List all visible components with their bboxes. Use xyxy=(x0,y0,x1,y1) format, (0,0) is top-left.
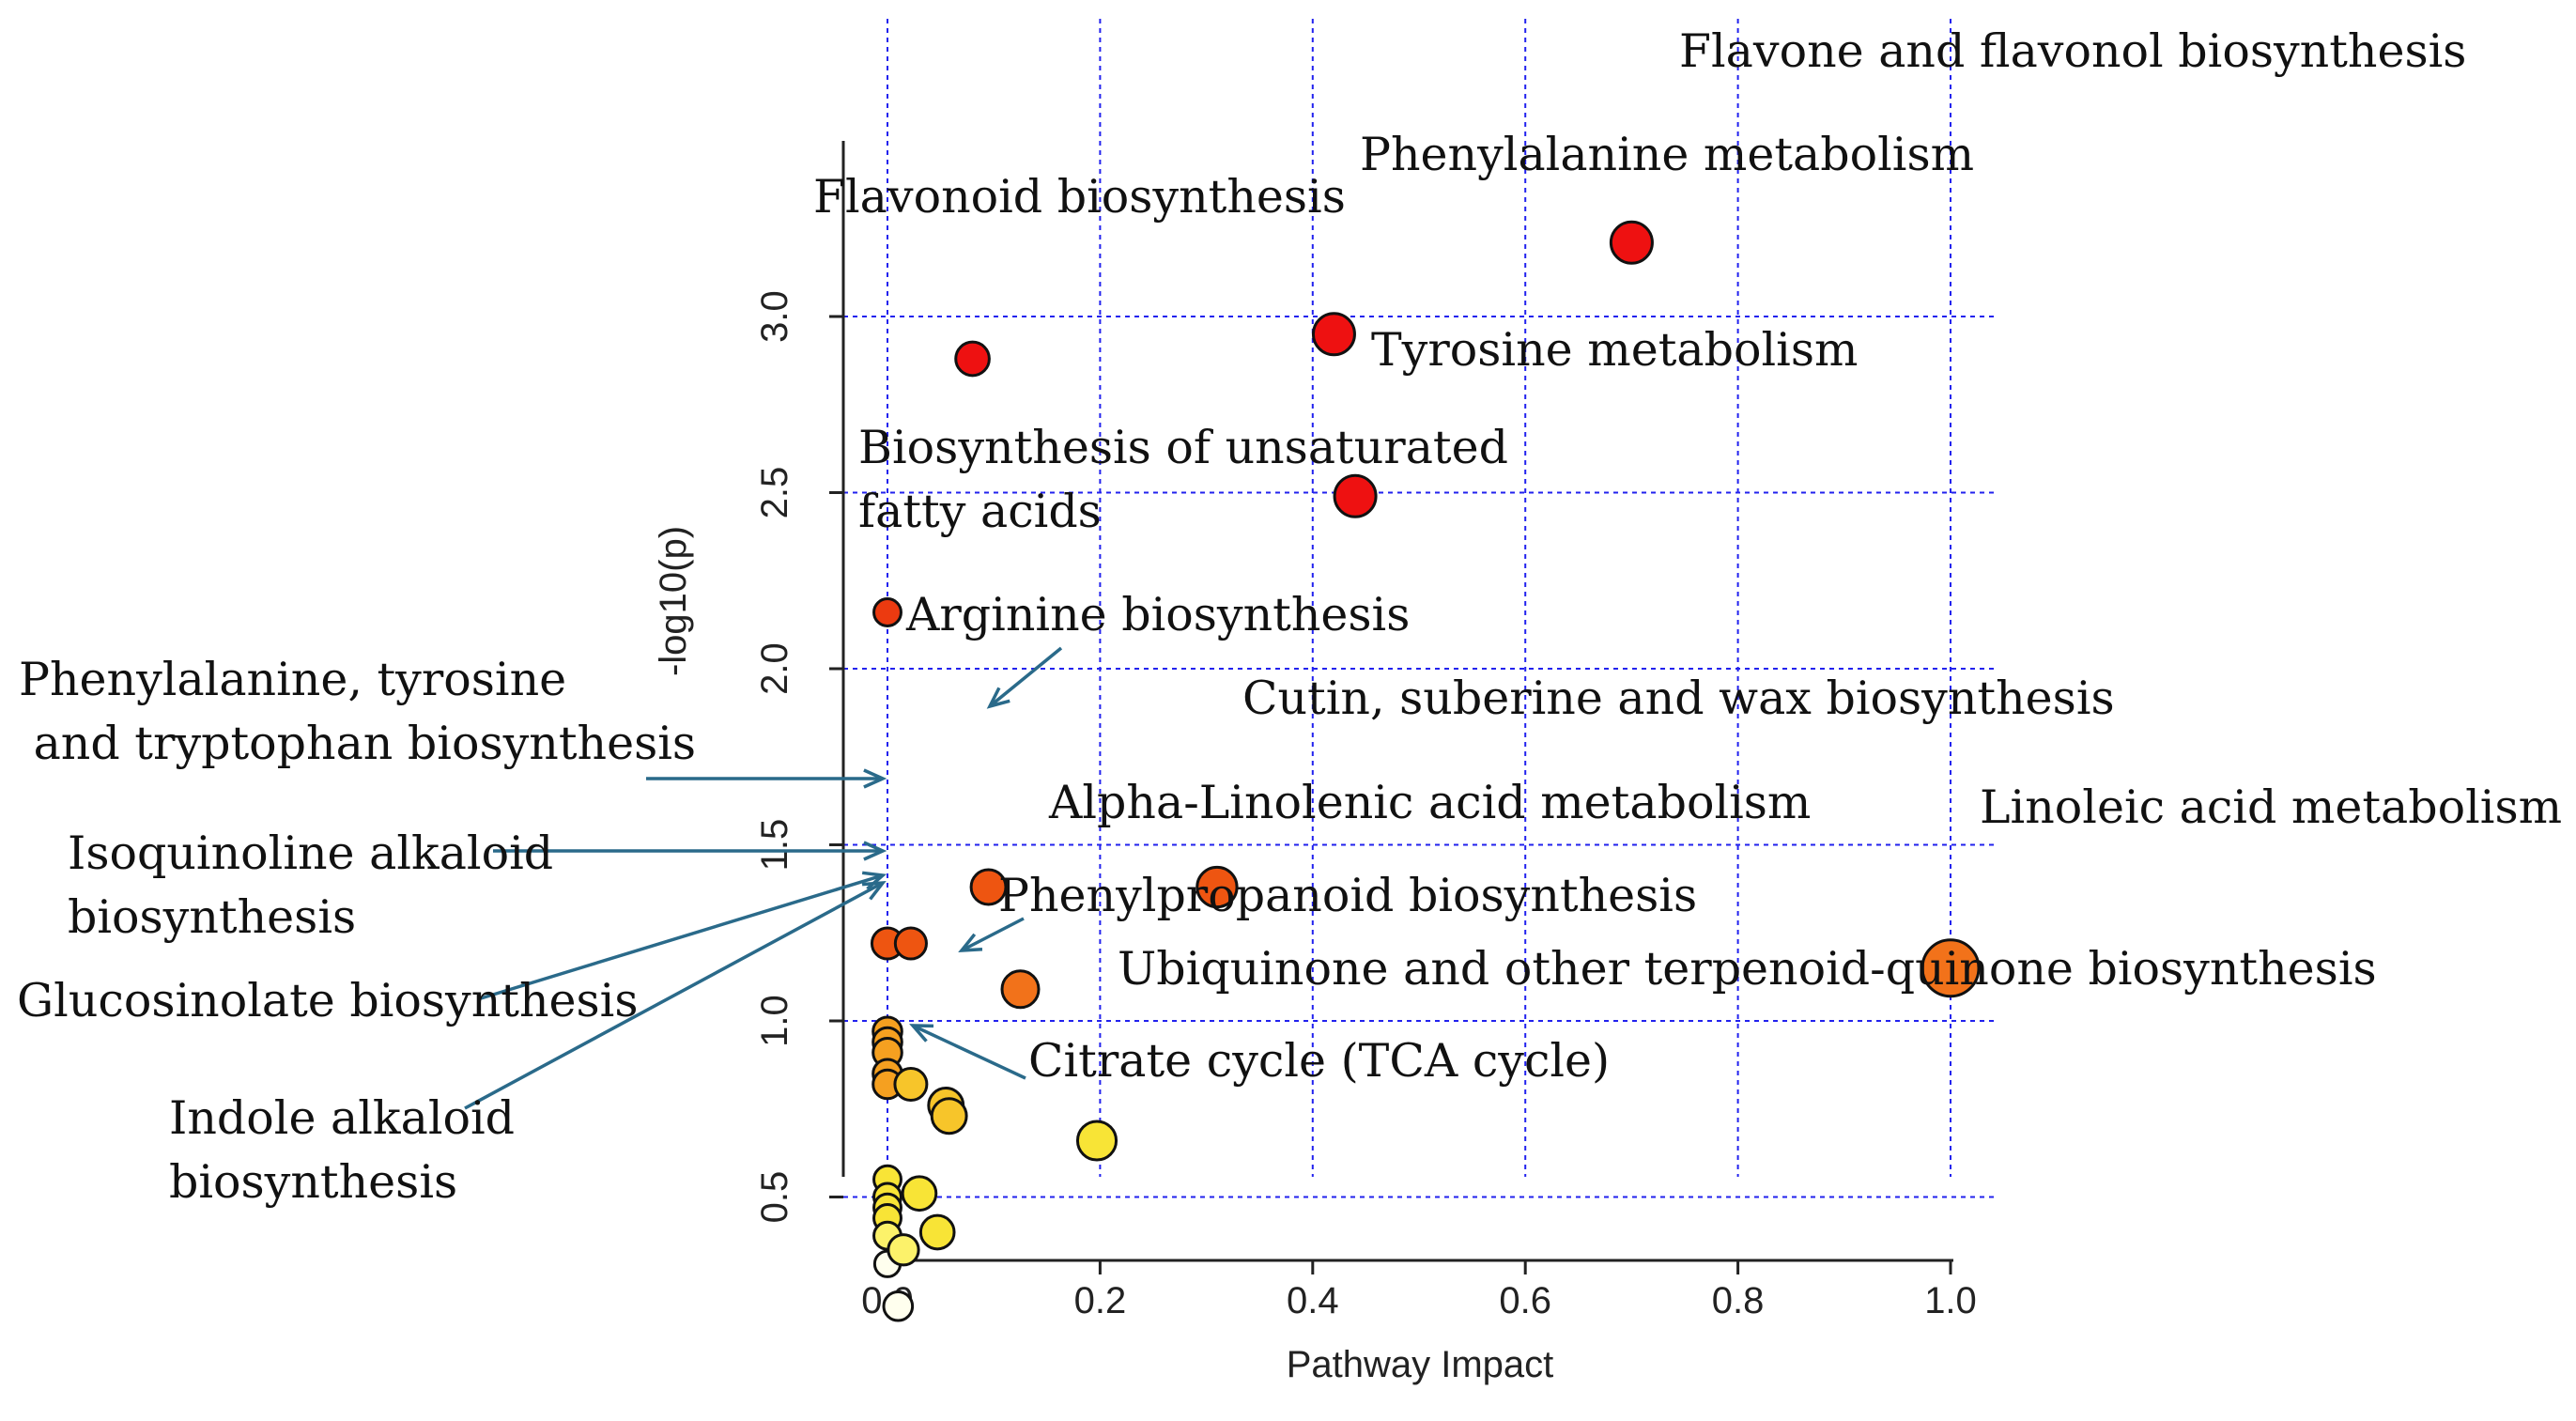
pathway-label: Phenylalanine, tyrosine and tryptophan b… xyxy=(19,653,696,770)
pathway-label: Arginine biosynthesis xyxy=(905,588,1410,641)
data-point xyxy=(1311,312,1356,357)
data-point xyxy=(1000,969,1041,1010)
data-point xyxy=(918,1213,956,1251)
data-point xyxy=(1609,220,1654,265)
y-tick-label: 0.5 xyxy=(754,1171,795,1224)
arrow-head xyxy=(863,768,887,789)
annotation-arrow xyxy=(912,1024,1026,1080)
data-point xyxy=(954,340,991,378)
data-point xyxy=(893,1067,929,1102)
pathway-label: Citrate cycle (TCA cycle) xyxy=(1028,1034,1610,1088)
arrow-head xyxy=(861,880,887,901)
data-point xyxy=(872,597,902,627)
pathway-label: Glucosinolate biosynthesis xyxy=(17,974,638,1027)
y-axis-label: -log10(p) xyxy=(653,526,694,676)
y-tick-label: 1.0 xyxy=(754,995,795,1047)
data-point xyxy=(1195,865,1239,909)
x-axis-label: Pathway Impact xyxy=(1287,1344,1554,1385)
pathway-label: Flavone and flavonol biosynthesis xyxy=(1679,24,2466,78)
data-point xyxy=(887,1233,920,1267)
x-tick-label: 1.0 xyxy=(1924,1280,1977,1321)
y-tick-label: 2.0 xyxy=(754,642,795,695)
arrow-head xyxy=(986,687,1010,709)
pathway-label: Indole alkaloid biosynthesis xyxy=(169,1091,515,1209)
pathway-label: Isoquinoline alkaloid biosynthesis xyxy=(68,826,553,944)
data-point xyxy=(1920,938,1981,998)
pathway-label: Biosynthesis of unsaturated fatty acids xyxy=(858,421,1508,538)
annotation-arrow xyxy=(988,646,1063,708)
x-tick-label: 0.2 xyxy=(1074,1280,1127,1321)
annotation-arrow xyxy=(961,917,1025,952)
data-point xyxy=(882,1290,915,1322)
data-point xyxy=(901,1175,938,1212)
data-points xyxy=(870,220,1981,1322)
annotation-arrow xyxy=(480,873,884,1000)
arrow-head xyxy=(909,1024,934,1043)
data-point xyxy=(1333,473,1378,518)
data-point xyxy=(1075,1120,1118,1162)
pathway-label: Flavonoid biosynthesis xyxy=(813,170,1346,224)
pathway-label: Alpha-Linolenic acid metabolism xyxy=(1048,776,1811,829)
pathway-label: Linoleic acid metabolism xyxy=(1980,780,2562,834)
pathway-labels: Flavone and flavonol biosynthesis Phenyla… xyxy=(17,24,2562,1209)
pathway-label: Phenylpropanoid biosynthesis xyxy=(998,869,1697,922)
x-tick-label: 0.6 xyxy=(1499,1280,1551,1321)
arrow-head xyxy=(863,841,887,861)
axes xyxy=(829,141,1953,1274)
pathway-label: Ubiquinone and other terpenoid-quinone b… xyxy=(1118,942,2377,996)
y-tick-label: 2.5 xyxy=(754,467,795,519)
y-tick-label: 3.0 xyxy=(754,290,795,343)
pathway-label: Phenylalanine metabolism xyxy=(1360,128,1974,181)
x-tick-label: 0.4 xyxy=(1287,1280,1339,1321)
annotation-arrows xyxy=(464,646,1063,1110)
pathway-label: Tyrosine metabolism xyxy=(1371,323,1858,377)
data-point xyxy=(893,926,928,961)
data-point xyxy=(930,1097,968,1135)
y-tick-label: 1.5 xyxy=(754,819,795,872)
arrow-head xyxy=(958,933,983,952)
pathway-label: Cutin, suberine and wax biosynthesis xyxy=(1242,672,2115,725)
data-point xyxy=(969,868,1008,906)
x-tick-label: 0.8 xyxy=(1712,1280,1765,1321)
annotation-arrow xyxy=(464,881,884,1110)
